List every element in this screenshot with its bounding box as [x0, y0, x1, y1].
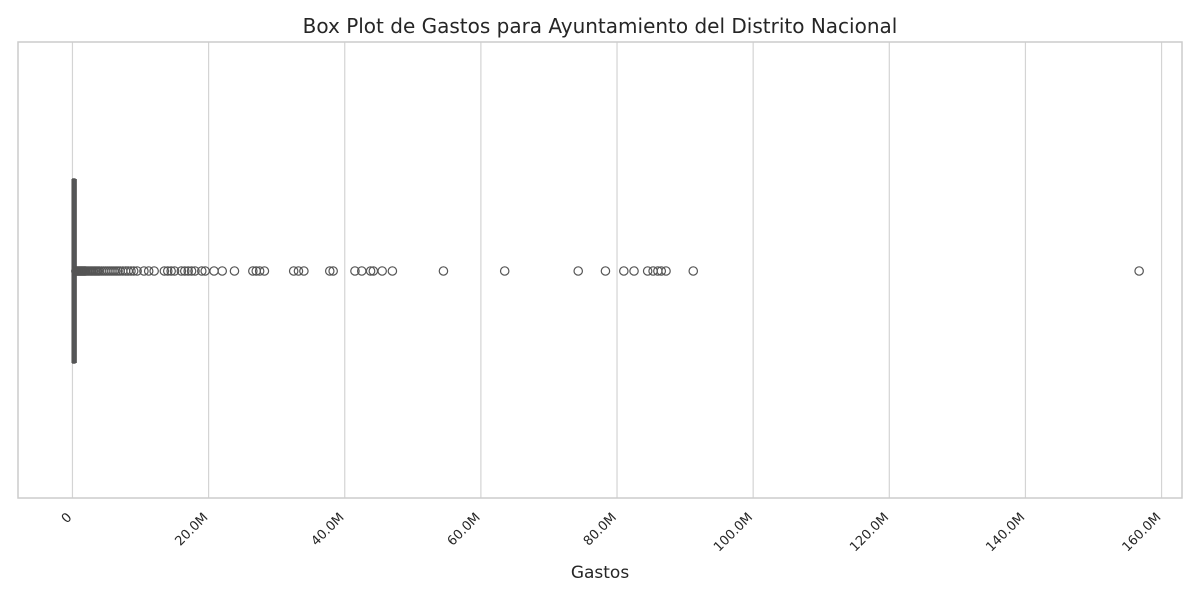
- plot-frame: [17, 41, 1183, 499]
- outlier-point: [499, 266, 510, 276]
- grid-lines: [71, 42, 1163, 498]
- outlier-point: [159, 266, 170, 276]
- outlier-point: [166, 266, 176, 276]
- outlier-point: [196, 266, 207, 276]
- outlier-point: [438, 266, 449, 276]
- outlier-point: [293, 266, 304, 276]
- outlier-point: [573, 266, 584, 276]
- x-tick-label: 40.0M: [309, 510, 348, 549]
- outlier-point: [229, 266, 240, 276]
- outlier-point: [183, 266, 193, 276]
- outlier-point: [288, 266, 299, 276]
- outlier-point: [688, 266, 699, 276]
- outlier-point: [387, 266, 398, 276]
- x-axis-ticks: 0 20.0M 40.0M 60.0M 80.0M 100.0M 120.0M 140.0M 1…: [59, 510, 1165, 555]
- outlier-point: [328, 266, 338, 276]
- x-tick-label: 160.0M: [1120, 510, 1165, 555]
- outlier-point: [128, 266, 139, 276]
- outlier-point: [149, 266, 159, 276]
- outlier-point: [176, 266, 187, 276]
- outlier-point: [143, 266, 154, 276]
- outlier-point: [186, 266, 197, 276]
- x-tick-label: 140.0M: [983, 510, 1028, 555]
- x-tick-label: 80.0M: [581, 510, 620, 549]
- x-tick-label: 20.0M: [172, 510, 211, 549]
- outlier-point: [169, 266, 180, 276]
- x-tick-label: 100.0M: [711, 510, 756, 555]
- outlier-point: [1134, 266, 1144, 276]
- outlier-point: [642, 266, 653, 276]
- outlier-point: [190, 266, 200, 276]
- outlier-point: [600, 266, 611, 276]
- outlier-point: [162, 266, 173, 276]
- outlier-point: [350, 266, 360, 276]
- outlier-point: [217, 266, 228, 276]
- outlier-point: [179, 266, 190, 276]
- outlier-point: [656, 266, 667, 276]
- outlier-point: [629, 266, 639, 276]
- outlier-point: [126, 266, 136, 276]
- outlier-point: [254, 266, 265, 276]
- outlier-point: [209, 266, 219, 276]
- outlier-point: [259, 266, 270, 276]
- outlier-point: [299, 266, 309, 276]
- outlier-point: [365, 266, 376, 276]
- outlier-points: [71, 266, 1144, 276]
- x-tick-label: 0: [59, 510, 75, 526]
- outlier-point: [619, 266, 629, 276]
- x-axis-label: Gastos: [571, 563, 630, 583]
- outlier-point: [661, 266, 671, 276]
- outlier-point: [324, 266, 335, 276]
- outlier-point: [132, 266, 142, 276]
- outlier-point: [248, 266, 258, 276]
- outlier-point: [377, 266, 387, 276]
- outlier-point: [139, 266, 149, 276]
- x-tick-label: 60.0M: [445, 510, 484, 549]
- x-tick-label: 120.0M: [847, 510, 892, 555]
- chart-title: Box Plot de Gastos para Ayuntamiento del…: [303, 14, 898, 38]
